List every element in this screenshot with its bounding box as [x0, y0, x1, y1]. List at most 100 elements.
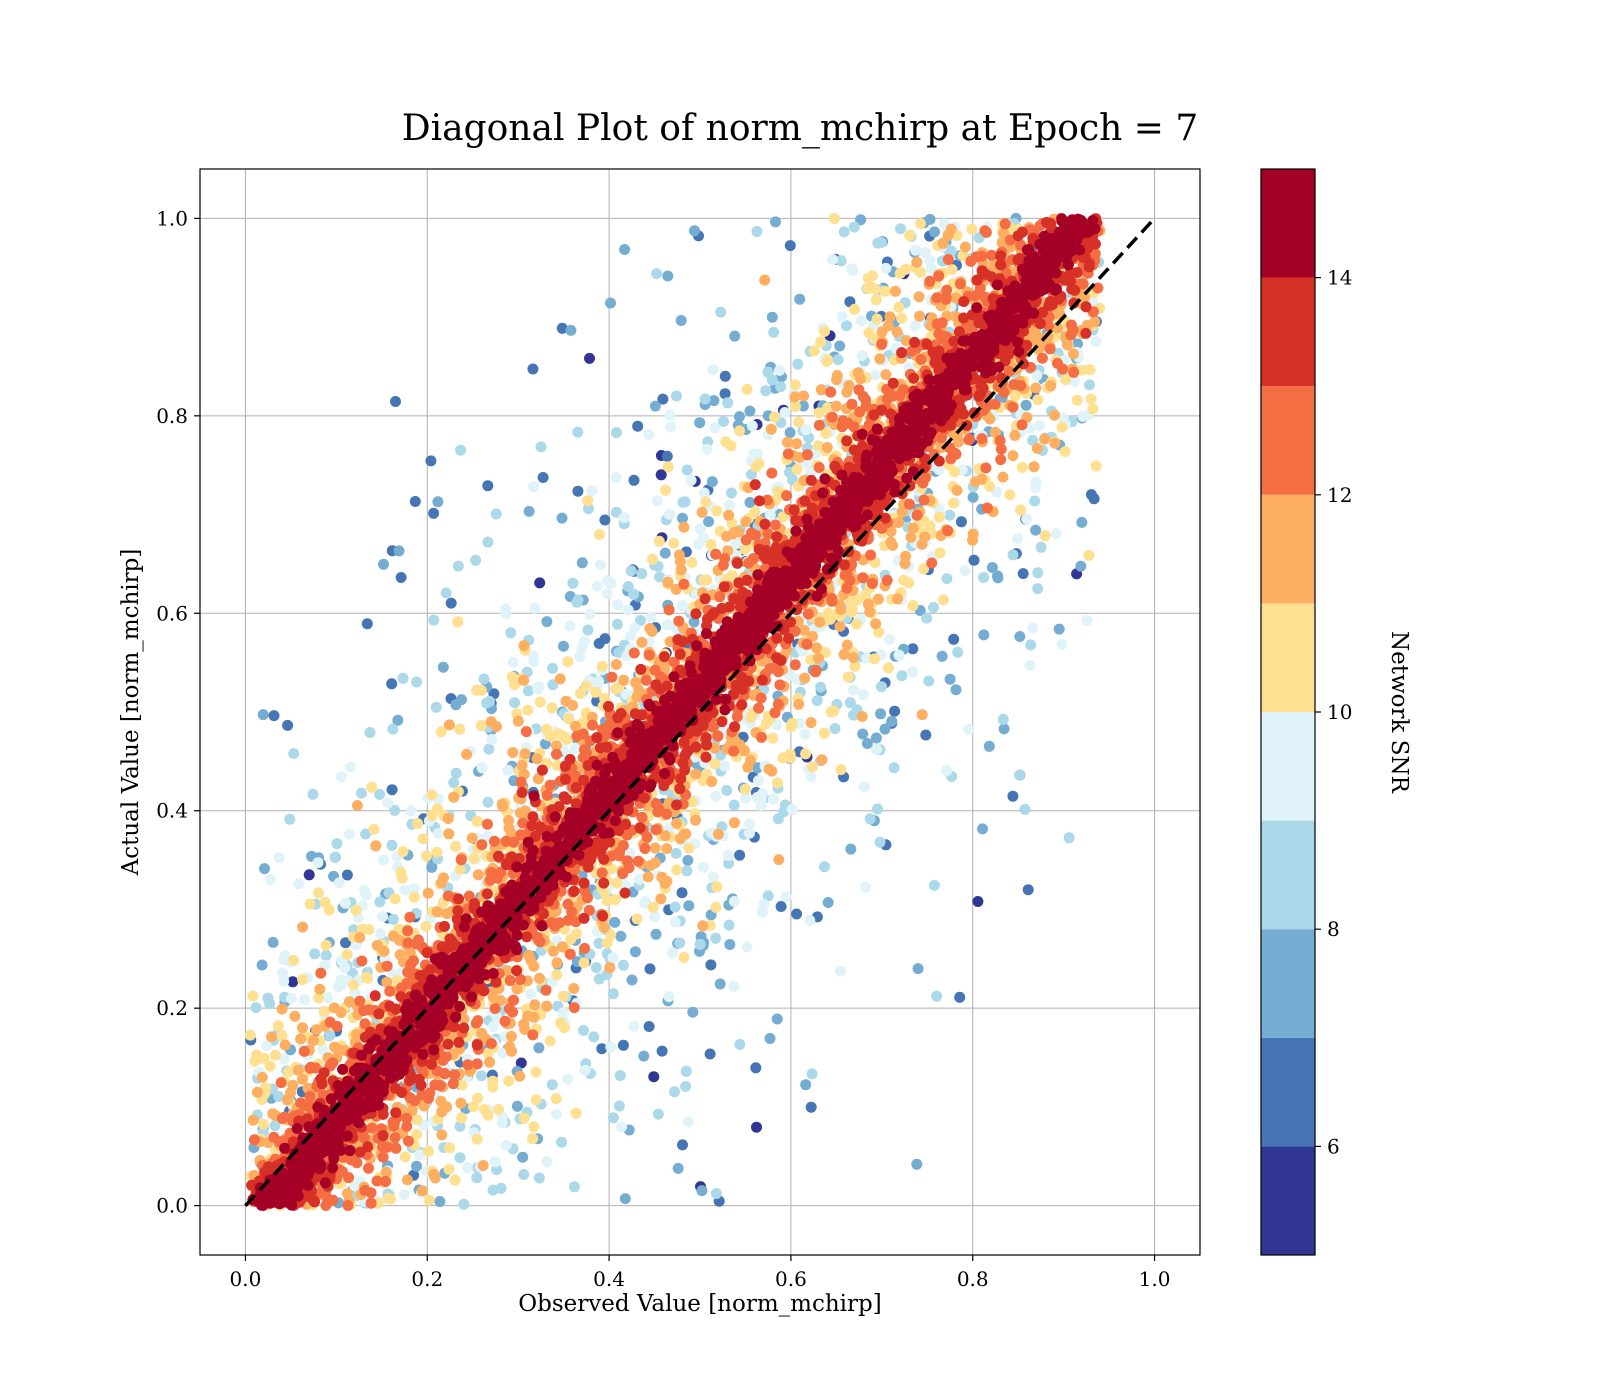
- scatter-point: [356, 923, 368, 935]
- scatter-point: [558, 1022, 570, 1034]
- scatter-point: [709, 758, 721, 770]
- scatter-point: [768, 326, 780, 338]
- scatter-point: [344, 996, 355, 1008]
- scatter-point: [389, 804, 401, 816]
- scatter-point: [472, 1092, 484, 1104]
- scatter-point: [874, 353, 886, 365]
- scatter-point: [618, 512, 630, 523]
- scatter-point: [821, 442, 833, 453]
- scatter-point: [880, 262, 892, 274]
- scatter-point: [683, 842, 695, 854]
- scatter-point: [967, 534, 978, 546]
- scatter-point: [825, 386, 837, 398]
- scatter-point: [645, 859, 657, 871]
- scatter-point: [403, 1135, 414, 1147]
- scatter-point: [1012, 533, 1024, 545]
- scatter-point: [872, 593, 884, 605]
- scatter-point: [599, 514, 611, 526]
- scatter-point: [819, 325, 830, 337]
- scatter-point: [629, 622, 641, 634]
- scatter-point: [719, 760, 731, 772]
- scatter-point: [251, 1049, 263, 1061]
- scatter-point: [626, 974, 638, 986]
- scatter-point: [880, 369, 892, 381]
- scatter-point: [450, 840, 462, 852]
- scatter-point: [746, 420, 758, 432]
- scatter-point: [827, 254, 839, 265]
- scatter-point: [607, 952, 619, 964]
- scatter-point: [247, 1114, 259, 1126]
- scatter-point: [976, 433, 988, 445]
- scatter-point: [801, 638, 813, 650]
- scatter-point: [500, 603, 512, 615]
- scatter-point: [685, 474, 697, 486]
- scatter-point: [461, 748, 473, 760]
- scatter-point: [386, 784, 398, 796]
- scatter-point: [535, 441, 547, 453]
- scatter-point: [884, 311, 896, 323]
- scatter-point: [723, 509, 735, 521]
- scatter-point: [834, 620, 846, 632]
- scatter-point: [358, 1005, 370, 1017]
- scatter-point: [856, 350, 868, 362]
- scatter-point: [287, 976, 299, 988]
- scatter-point: [862, 282, 874, 294]
- scatter-point: [766, 765, 778, 777]
- scatter-point: [718, 416, 729, 427]
- scatter-point: [649, 911, 661, 923]
- scatter-point: [529, 999, 541, 1011]
- scatter-point: [244, 1029, 256, 1041]
- scatter-point: [760, 718, 772, 729]
- scatter-point: [967, 491, 979, 503]
- scatter-point: [826, 411, 838, 423]
- scatter-point: [381, 960, 393, 972]
- scatter-point: [504, 975, 516, 986]
- scatter-point: [822, 897, 834, 908]
- scatter-point: [507, 656, 519, 668]
- scatter-point: [881, 574, 893, 586]
- scatter-point: [941, 573, 953, 585]
- scatter-point: [386, 839, 398, 851]
- scatter-point: [907, 643, 919, 655]
- scatter-point: [931, 990, 943, 1002]
- scatter-point: [1030, 482, 1041, 494]
- scatter-point: [806, 761, 818, 773]
- scatter-point: [655, 893, 667, 905]
- scatter-point: [816, 754, 828, 766]
- scatter-point: [348, 979, 359, 991]
- scatter-point: [830, 400, 842, 412]
- scatter-point: [578, 957, 590, 969]
- scatter-point: [814, 616, 826, 628]
- scatter-point: [299, 993, 310, 1005]
- scatter-point: [518, 1112, 530, 1124]
- scatter-point: [1059, 446, 1071, 458]
- scatter-point: [527, 363, 539, 375]
- scatter-point: [619, 244, 631, 255]
- scatter-point: [497, 1047, 508, 1059]
- scatter-point: [309, 948, 321, 960]
- scatter-point: [688, 616, 700, 628]
- scatter-point: [534, 696, 546, 708]
- scatter-point: [879, 285, 891, 297]
- scatter-point: [435, 1095, 447, 1107]
- scatter-point: [1025, 639, 1037, 651]
- scatter-point: [374, 788, 386, 800]
- scatter-point: [941, 765, 952, 777]
- scatter-point: [402, 966, 414, 978]
- scatter-point: [978, 572, 990, 583]
- scatter-point: [873, 626, 885, 638]
- scatter-point: [509, 697, 521, 709]
- scatter-point: [1068, 366, 1080, 378]
- scatter-point: [619, 1193, 631, 1205]
- scatter-point: [997, 713, 1009, 725]
- scatter-point: [869, 653, 881, 665]
- scatter-point: [822, 354, 834, 366]
- scatter-point: [1049, 409, 1060, 421]
- scatter-point: [954, 991, 966, 1003]
- scatter-point: [509, 679, 521, 690]
- scatter-point: [904, 498, 915, 510]
- scatter-point: [551, 748, 562, 760]
- scatter-point: [579, 636, 590, 648]
- scatter-point: [285, 993, 297, 1004]
- scatter-point: [397, 846, 409, 858]
